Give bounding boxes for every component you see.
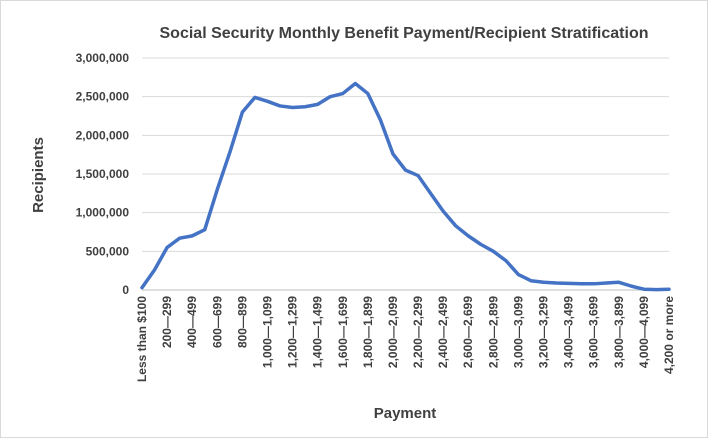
y-axis-tick-labels: 0 500,000 1,000,000 1,500,000 2,000,000 2,500… [76, 51, 130, 297]
x-tick-label: 3,600—3,699 [587, 296, 601, 368]
data-point [379, 118, 382, 121]
x-axis-tick-labels: Less than $100 200—299 400—499 600—699 800—8… [135, 296, 676, 382]
data-point [216, 188, 219, 191]
x-tick-label: 1,600—1,699 [336, 296, 350, 368]
data-point [668, 288, 671, 291]
x-tick-label: 1,800—1,899 [361, 296, 375, 368]
data-point [241, 111, 244, 114]
data-point [316, 103, 319, 106]
x-tick-label: 3,000—3,099 [511, 296, 525, 368]
gridlines [142, 57, 669, 252]
x-tick-label: 3,800—3,899 [612, 296, 626, 368]
x-tick-label: 1,400—1,499 [311, 296, 325, 368]
x-tick-label: 2,000—2,099 [386, 296, 400, 368]
y-tick-label: 2,500,000 [76, 90, 130, 104]
data-point [304, 105, 307, 108]
x-tick-label: 4,000—4,099 [637, 296, 651, 368]
data-point [442, 210, 445, 213]
data-point [567, 282, 570, 285]
data-point [341, 92, 344, 95]
data-point [329, 95, 332, 98]
data-point [642, 288, 645, 291]
x-tick-label: 2,400—2,499 [436, 296, 450, 368]
data-point [467, 234, 470, 237]
data-point [454, 224, 457, 227]
data-point [630, 285, 633, 288]
data-point [529, 279, 532, 282]
data-point [166, 246, 169, 249]
y-tick-label: 500,000 [86, 244, 130, 258]
data-point [555, 282, 558, 285]
data-point [266, 100, 269, 103]
y-tick-label: 2,000,000 [76, 128, 130, 142]
x-tick-label: 1,000—1,099 [260, 296, 274, 368]
x-tick-label: 2,200—2,299 [411, 296, 425, 368]
data-point [655, 288, 658, 291]
data-point [354, 82, 357, 85]
data-point [191, 234, 194, 237]
series-line [140, 81, 671, 292]
x-tick-label: 600—699 [210, 296, 224, 348]
x-tick-label: 400—499 [185, 296, 199, 348]
data-point [492, 250, 495, 253]
x-tick-label: Less than $100 [135, 296, 149, 382]
data-point [580, 282, 583, 285]
x-tick-label: 1,200—1,299 [286, 296, 300, 368]
y-tick-label: 1,500,000 [76, 167, 130, 181]
data-point [253, 96, 256, 99]
data-point [605, 282, 608, 285]
data-point [404, 169, 407, 172]
y-tick-label: 0 [122, 283, 129, 297]
data-point [429, 192, 432, 195]
x-tick-label: 200—299 [160, 296, 174, 348]
data-point [153, 268, 156, 271]
x-tick-label: 4,200 or more [662, 296, 676, 374]
data-point [592, 282, 595, 285]
data-point [504, 259, 507, 262]
data-point [141, 286, 144, 289]
x-tick-label: 2,600—2,699 [461, 296, 475, 368]
data-point [203, 228, 206, 231]
x-tick-label: 3,400—3,499 [562, 296, 576, 368]
y-axis-title: Recipients [30, 137, 47, 213]
data-point [366, 92, 369, 95]
data-point [417, 174, 420, 177]
data-point [178, 237, 181, 240]
chart-title: Social Security Monthly Benefit Payment/… [160, 25, 649, 42]
x-tick-label: 2,800—2,899 [486, 296, 500, 368]
x-tick-label: 800—899 [235, 296, 249, 348]
data-point [291, 106, 294, 109]
data-point [517, 273, 520, 276]
data-point [391, 152, 394, 155]
data-point [479, 243, 482, 246]
data-point [279, 104, 282, 107]
x-axis-title: Payment [374, 405, 437, 422]
data-point [617, 281, 620, 284]
x-tick-label: 3,200—3,299 [537, 296, 551, 368]
y-tick-label: 3,000,000 [76, 51, 130, 65]
y-tick-label: 1,000,000 [76, 206, 130, 220]
data-point [542, 281, 545, 284]
data-point [228, 151, 231, 154]
